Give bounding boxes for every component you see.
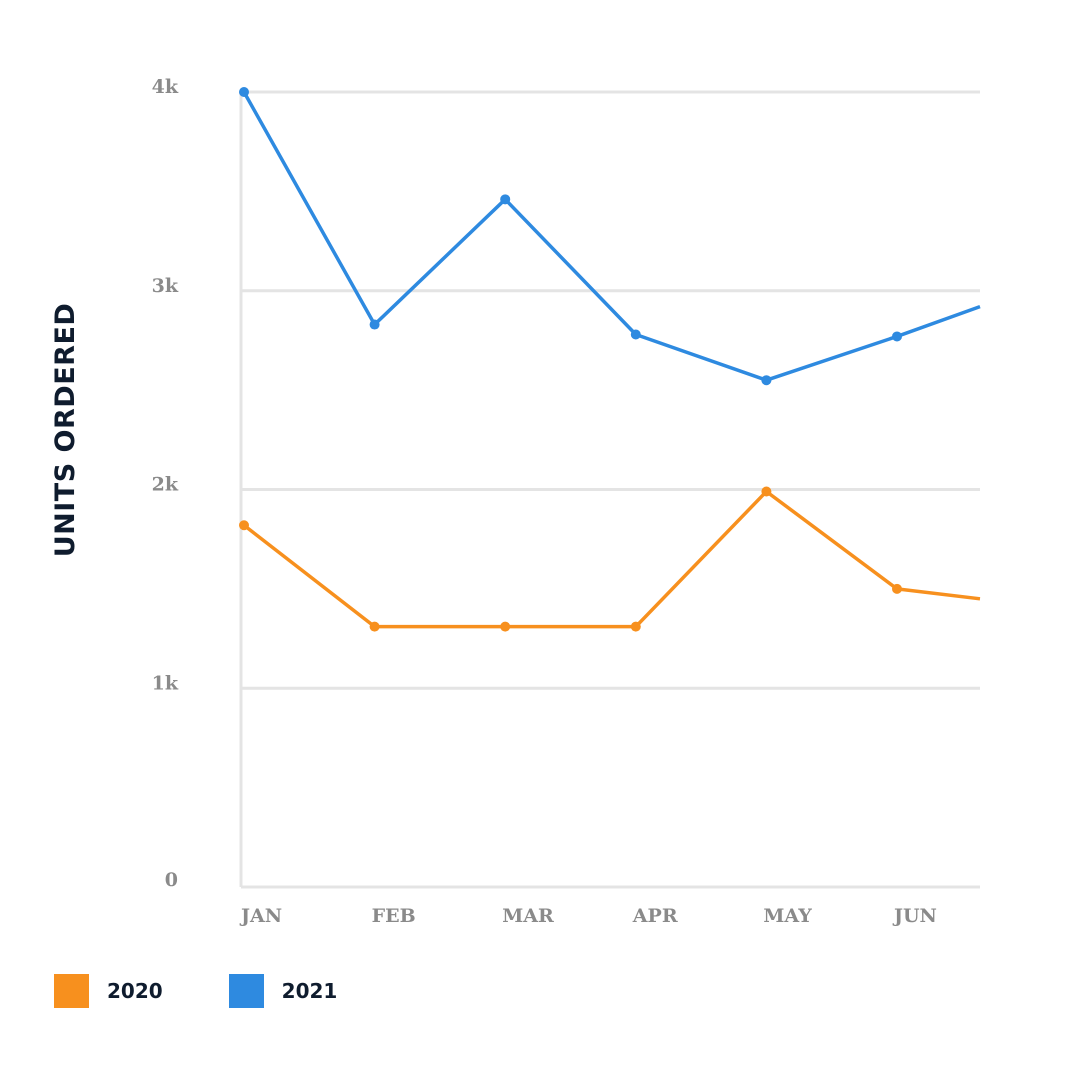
data-point: [892, 583, 902, 594]
series-2020: [239, 486, 981, 632]
legend-label-2020: 2020: [107, 979, 163, 1003]
data-point: [630, 621, 641, 632]
y-tick-label: 4k: [152, 76, 179, 98]
series-line-2020: [242, 489, 981, 629]
y-tick-label: 0: [165, 869, 178, 891]
legend-item-2020: 2020: [54, 974, 163, 1008]
data-point: [369, 319, 380, 330]
legend-swatch-2021: [228, 974, 264, 1008]
data-point: [761, 486, 772, 497]
y-tick-label: 1k: [152, 672, 179, 694]
legend-label-2021: 2021: [281, 979, 338, 1003]
y-axis-label: UNITS ORDERED: [50, 303, 81, 558]
series-lines: [239, 87, 981, 632]
series-line-2021: [242, 91, 981, 382]
data-point: [369, 621, 380, 632]
series-2021: [239, 87, 981, 386]
x-tick-label: JAN: [239, 905, 282, 927]
x-tick-label: JUN: [892, 905, 937, 927]
data-point: [239, 87, 249, 97]
data-point: [500, 621, 511, 632]
x-tick-label: APR: [632, 905, 678, 927]
data-point: [892, 331, 902, 342]
data-point: [630, 329, 641, 340]
data-point: [500, 194, 511, 205]
x-tick-label: MAY: [763, 905, 812, 927]
gridlines: [241, 90, 980, 889]
legend-item-2021: 2021: [228, 974, 338, 1008]
y-tick-label: 3k: [152, 275, 179, 297]
legend-swatch-2020: [54, 974, 89, 1008]
x-tick-label: FEB: [372, 905, 416, 927]
data-point: [761, 375, 772, 386]
x-tick-label: MAR: [502, 905, 554, 927]
x-tick-labels: JAN FEB MAR APR MAY JUN: [239, 905, 937, 927]
data-point: [239, 520, 249, 531]
y-tick-label: 2k: [152, 474, 179, 496]
legend: 2020 2021: [54, 974, 403, 1008]
y-tick-labels: 0 1k 2k 3k 4k: [152, 76, 179, 891]
